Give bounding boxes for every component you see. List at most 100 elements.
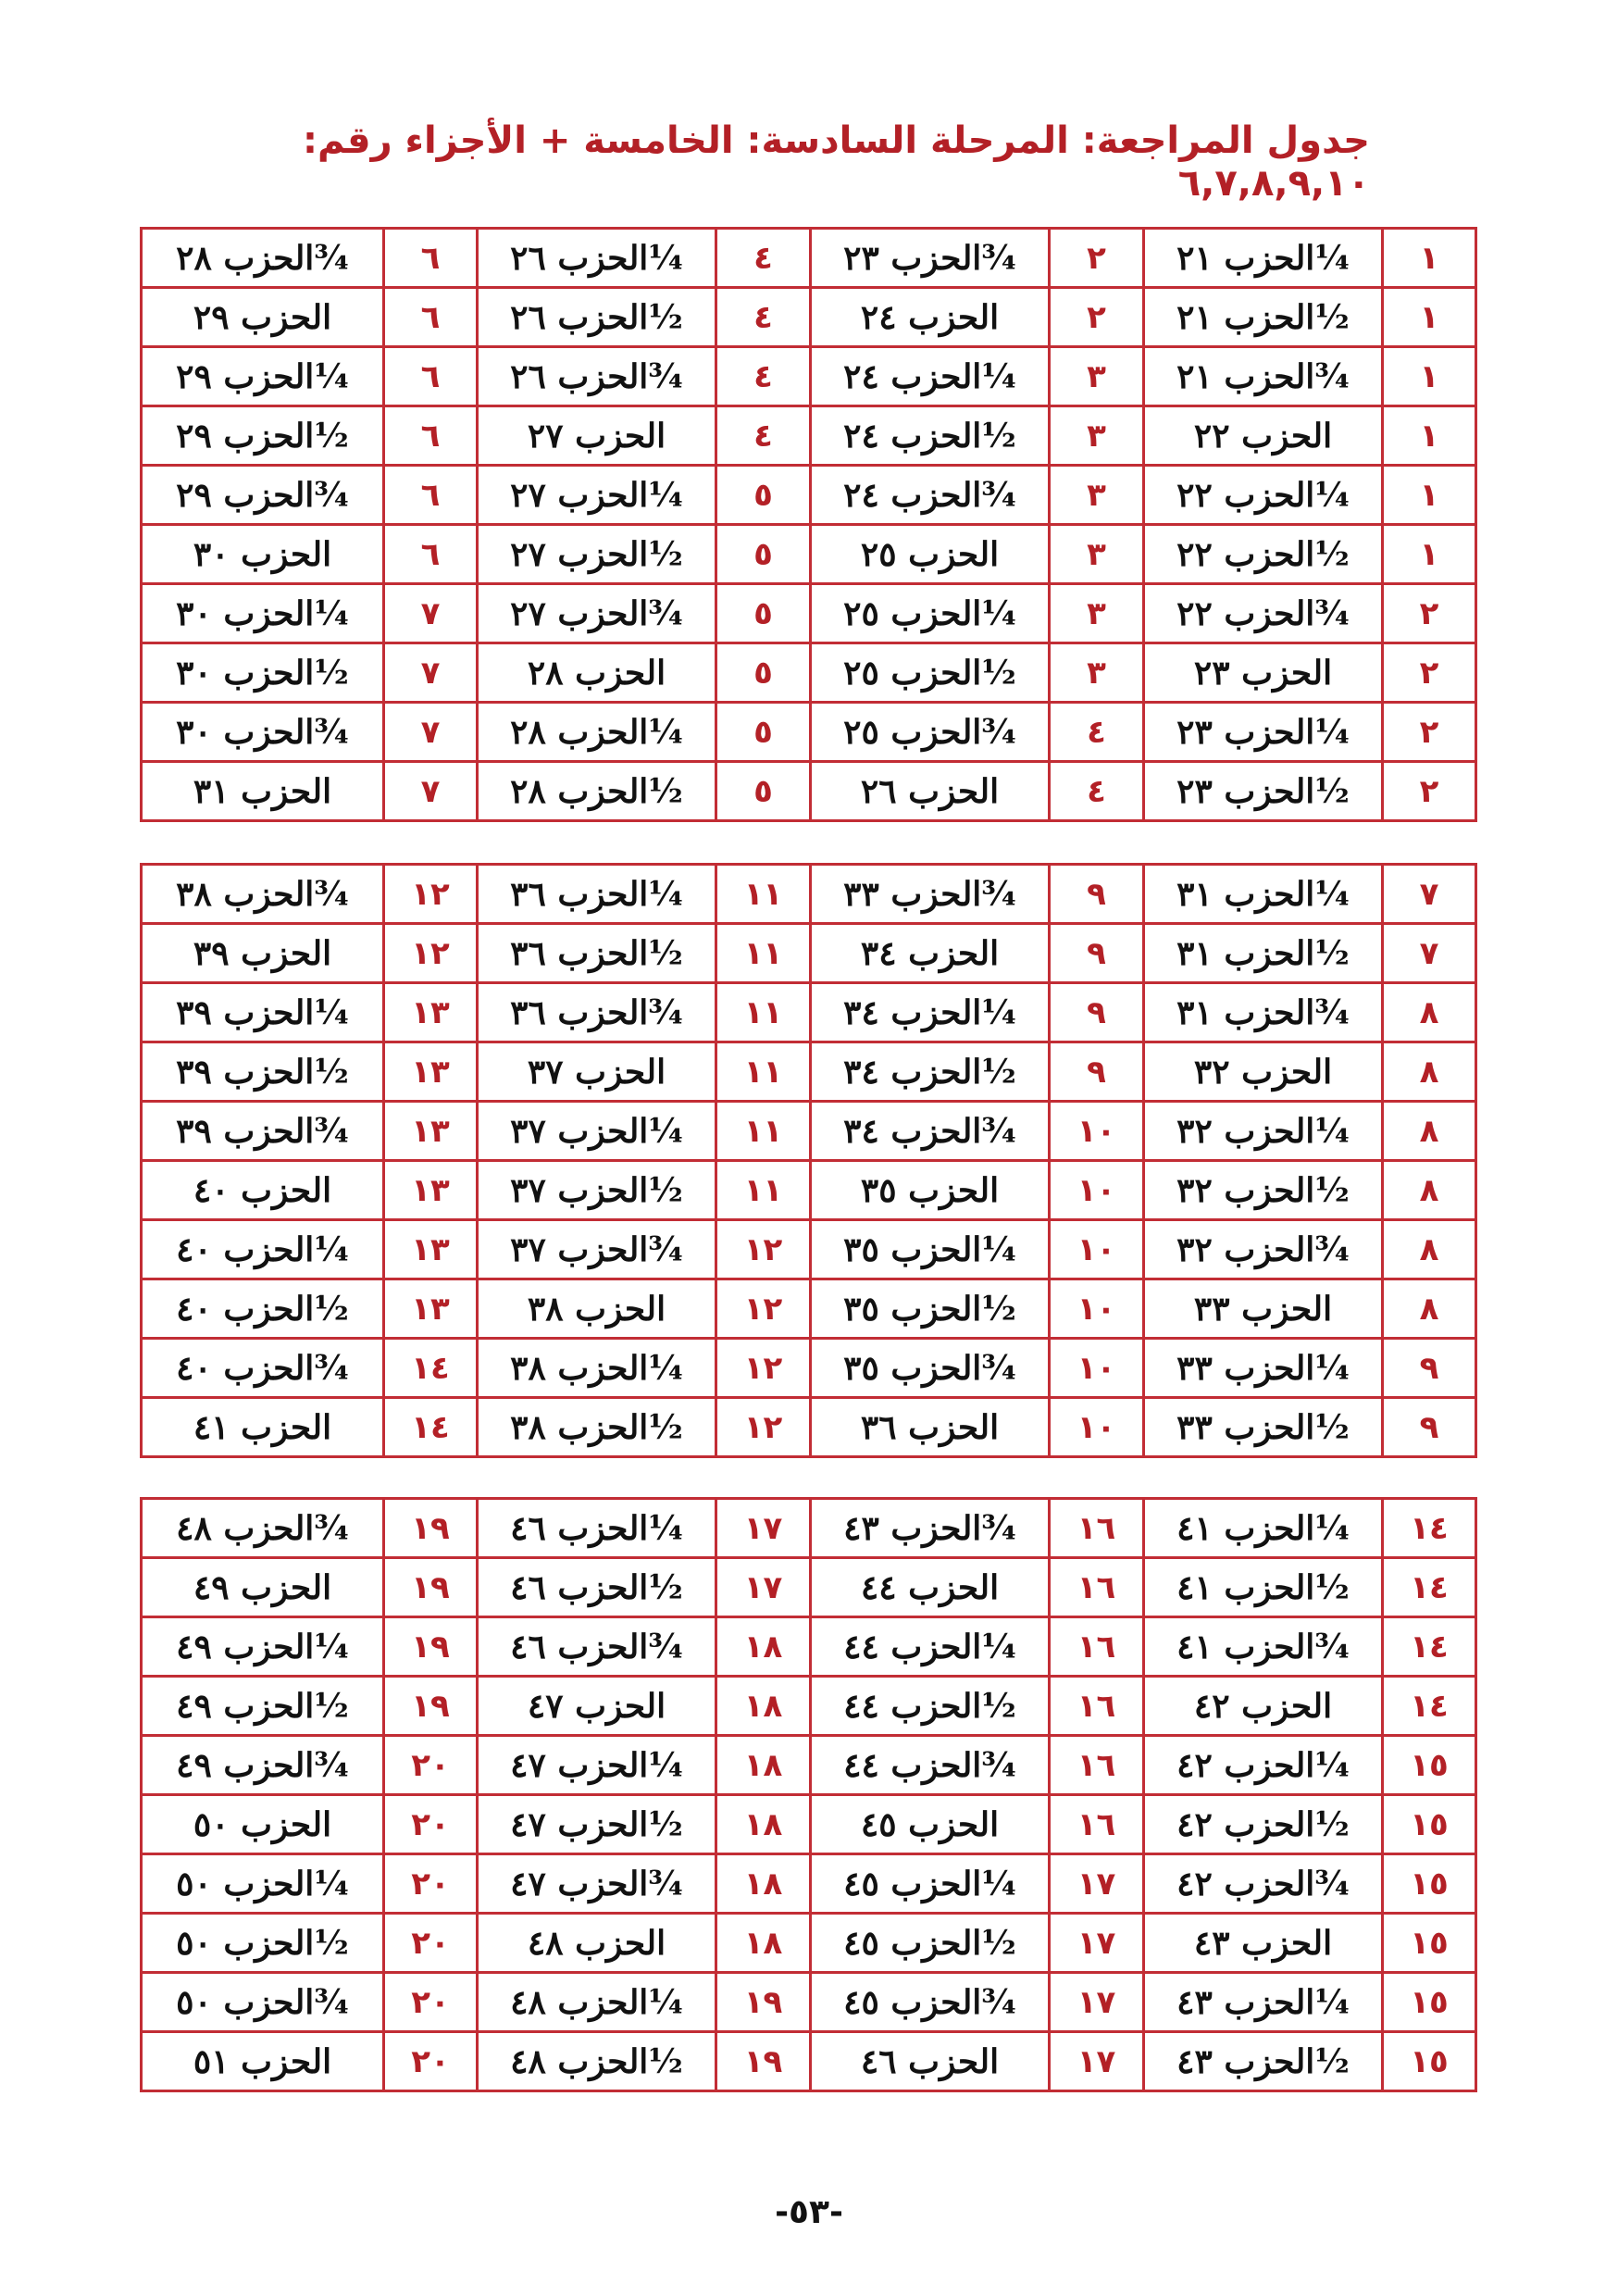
juz-number-cell: ١٠ (1048, 1337, 1145, 1399)
hizb-cell: ¾الحزب ٢١ (1142, 345, 1384, 407)
table-row: ١٥ الحزب ٤٣ ١٧ ½الحزب ٤٥ ١٨ الحزب ٤٨ ٢٠ ½الحزب … (140, 1912, 1477, 1974)
hizb-cell: ¾الحزب ٢٥ (809, 701, 1051, 763)
hizb-cell: ½الحزب ٤٣ (1142, 2030, 1384, 2092)
hizb-cell: ¼الحزب ٢٥ (809, 582, 1051, 644)
juz-number-cell: ١٨ (715, 1853, 812, 1915)
juz-number-cell: ١٧ (715, 1556, 812, 1618)
hizb-cell: ½الحزب ٣٢ (1142, 1159, 1384, 1221)
table-row: ٢ الحزب ٢٣ ٣ ½الحزب ٢٥ ٥ الحزب ٢٨ ٧ ½الحزب ٣٠ (140, 642, 1477, 704)
juz-number-cell: ١٦ (1048, 1793, 1145, 1855)
hizb-cell: ½الحزب ٤٦ (476, 1556, 717, 1618)
hizb-cell: ¼الحزب ٤٣ (1142, 1971, 1384, 2033)
juz-number-cell: ١٢ (382, 922, 479, 984)
hizb-cell: ½الحزب ٣٣ (1142, 1396, 1384, 1458)
hizb-cell: الحزب ٥٠ (140, 1793, 385, 1855)
review-table-2: ٧ ¼الحزب ٣١ ٩ ¾الحزب ٣٣ ١١ ¼الحزب ٣٦ ١٢ ¾الحزب … (140, 863, 1477, 1458)
juz-number-cell: ١٦ (1048, 1556, 1145, 1618)
hizb-cell: ½الحزب ٤٠ (140, 1278, 385, 1340)
juz-number-cell: ١٥ (1381, 1793, 1477, 1855)
juz-number-cell: ٥ (715, 582, 812, 644)
juz-number-cell: ١٨ (715, 1793, 812, 1855)
juz-number-cell: ١٦ (1048, 1734, 1145, 1796)
table-row: ١٤ ¾الحزب ٤١ ١٦ ¼الحزب ٤٤ ١٨ ¾الحزب ٤٦ ١٩ ¼الحز… (140, 1616, 1477, 1678)
hizb-cell: ½الحزب ٣٨ (476, 1396, 717, 1458)
hizb-cell: الحزب ٢٣ (1142, 642, 1384, 704)
hizb-cell: ½الحزب ٢٨ (476, 760, 717, 822)
juz-number-cell: ١٣ (382, 1159, 479, 1221)
juz-number-cell: ٦ (382, 286, 479, 348)
table-row: ٢ ¼الحزب ٢٣ ٤ ¾الحزب ٢٥ ٥ ¼الحزب ٢٨ ٧ ¾الحزب ٣٠ (140, 701, 1477, 763)
juz-number-cell: ٨ (1381, 1278, 1477, 1340)
table-row: ١٥ ¼الحزب ٤٣ ١٧ ¾الحزب ٤٥ ١٩ ¼الحزب ٤٨ ٢٠ ¾الحز… (140, 1971, 1477, 2033)
hizb-cell: ½الحزب ٣٥ (809, 1278, 1051, 1340)
hizb-cell: ¼الحزب ٣٥ (809, 1218, 1051, 1280)
hizb-cell: ½الحزب ٤٤ (809, 1675, 1051, 1737)
hizb-cell: ½الحزب ٤٥ (809, 1912, 1051, 1974)
juz-number-cell: ٦ (382, 405, 479, 467)
hizb-cell: الحزب ٣٠ (140, 523, 385, 585)
table-row: ١ ¾الحزب ٢١ ٣ ¼الحزب ٢٤ ٤ ¾الحزب ٢٦ ٦ ¼الحزب ٢٩ (140, 345, 1477, 407)
hizb-cell: ¼الحزب ٥٠ (140, 1853, 385, 1915)
hizb-cell: ½الحزب ٤٢ (1142, 1793, 1384, 1855)
juz-number-cell: ١٠ (1048, 1100, 1145, 1162)
juz-number-cell: ٦ (382, 523, 479, 585)
juz-number-cell: ١١ (715, 922, 812, 984)
hizb-cell: ¾الحزب ٣٦ (476, 981, 717, 1043)
hizb-cell: ¾الحزب ٢٩ (140, 464, 385, 526)
juz-number-cell: ٣ (1048, 464, 1145, 526)
table-row: ١٥ ½الحزب ٤٣ ١٧ الحزب ٤٦ ١٩ ½الحزب ٤٨ ٢٠ الحزب … (140, 2030, 1477, 2092)
table-row: ٨ الحزب ٣٢ ٩ ½الحزب ٣٤ ١١ الحزب ٣٧ ١٣ ½الحزب ٣٩ (140, 1041, 1477, 1103)
hizb-cell: ¼الحزب ٣٦ (476, 863, 717, 925)
table-row: ٧ ¼الحزب ٣١ ٩ ¾الحزب ٣٣ ١١ ¼الحزب ٣٦ ١٢ ¾الحزب … (140, 863, 1477, 925)
table-row: ٩ ¼الحزب ٣٣ ١٠ ¾الحزب ٣٥ ١٢ ¼الحزب ٣٨ ١٤ ¾الحزب… (140, 1337, 1477, 1399)
juz-number-cell: ١ (1381, 286, 1477, 348)
hizb-cell: الحزب ٤٣ (1142, 1912, 1384, 1974)
hizb-cell: ½الحزب ٣٩ (140, 1041, 385, 1103)
hizb-cell: ¼الحزب ٤١ (1142, 1497, 1384, 1559)
juz-number-cell: ١٩ (382, 1497, 479, 1559)
juz-number-cell: ١٩ (382, 1616, 479, 1678)
hizb-cell: الحزب ٣٢ (1142, 1041, 1384, 1103)
hizb-cell: ¼الحزب ٤٤ (809, 1616, 1051, 1678)
hizb-cell: الحزب ٣٨ (476, 1278, 717, 1340)
hizb-cell: ¾الحزب ٢٦ (476, 345, 717, 407)
juz-number-cell: ١٠ (1048, 1396, 1145, 1458)
juz-number-cell: ١٣ (382, 1041, 479, 1103)
juz-number-cell: ١٦ (1048, 1616, 1145, 1678)
page-title: جدول المراجعة: المرحلة السادسة: الخامسة … (303, 119, 1370, 205)
juz-number-cell: ٩ (1381, 1337, 1477, 1399)
table-row: ٨ ¼الحزب ٣٢ ١٠ ¾الحزب ٣٤ ١١ ¼الحزب ٣٧ ١٣ ¾الحزب… (140, 1100, 1477, 1162)
juz-number-cell: ١٧ (715, 1497, 812, 1559)
juz-number-cell: ١٢ (715, 1396, 812, 1458)
juz-number-cell: ٧ (382, 760, 479, 822)
hizb-cell: ¾الحزب ٤٩ (140, 1734, 385, 1796)
juz-number-cell: ٣ (1048, 405, 1145, 467)
juz-number-cell: ١٣ (382, 981, 479, 1043)
juz-number-cell: ١٣ (382, 1218, 479, 1280)
juz-number-cell: ٣ (1048, 345, 1145, 407)
hizb-cell: ¼الحزب ٤٧ (476, 1734, 717, 1796)
hizb-cell: ¾الحزب ٤١ (1142, 1616, 1384, 1678)
hizb-cell: ¾الحزب ٤٣ (809, 1497, 1051, 1559)
juz-number-cell: ١٤ (1381, 1497, 1477, 1559)
hizb-cell: ¾الحزب ٤٠ (140, 1337, 385, 1399)
juz-number-cell: ١٤ (1381, 1675, 1477, 1737)
juz-number-cell: ٤ (715, 405, 812, 467)
hizb-cell: ½الحزب ٥٠ (140, 1912, 385, 1974)
juz-number-cell: ٢ (1381, 760, 1477, 822)
juz-number-cell: ١٣ (382, 1100, 479, 1162)
juz-number-cell: ٤ (715, 345, 812, 407)
juz-number-cell: ٢٠ (382, 2030, 479, 2092)
juz-number-cell: ٢٠ (382, 1853, 479, 1915)
hizb-cell: ¾الحزب ٥٠ (140, 1971, 385, 2033)
juz-number-cell: ٢ (1381, 582, 1477, 644)
juz-number-cell: ١١ (715, 981, 812, 1043)
hizb-cell: ¼الحزب ٢٣ (1142, 701, 1384, 763)
juz-number-cell: ٣ (1048, 582, 1145, 644)
hizb-cell: الحزب ٤٢ (1142, 1675, 1384, 1737)
juz-number-cell: ٩ (1381, 1396, 1477, 1458)
hizb-cell: الحزب ٣٣ (1142, 1278, 1384, 1340)
juz-number-cell: ٨ (1381, 1041, 1477, 1103)
page-number: -٥٣- (775, 2193, 843, 2231)
hizb-cell: ¾الحزب ٢٢ (1142, 582, 1384, 644)
